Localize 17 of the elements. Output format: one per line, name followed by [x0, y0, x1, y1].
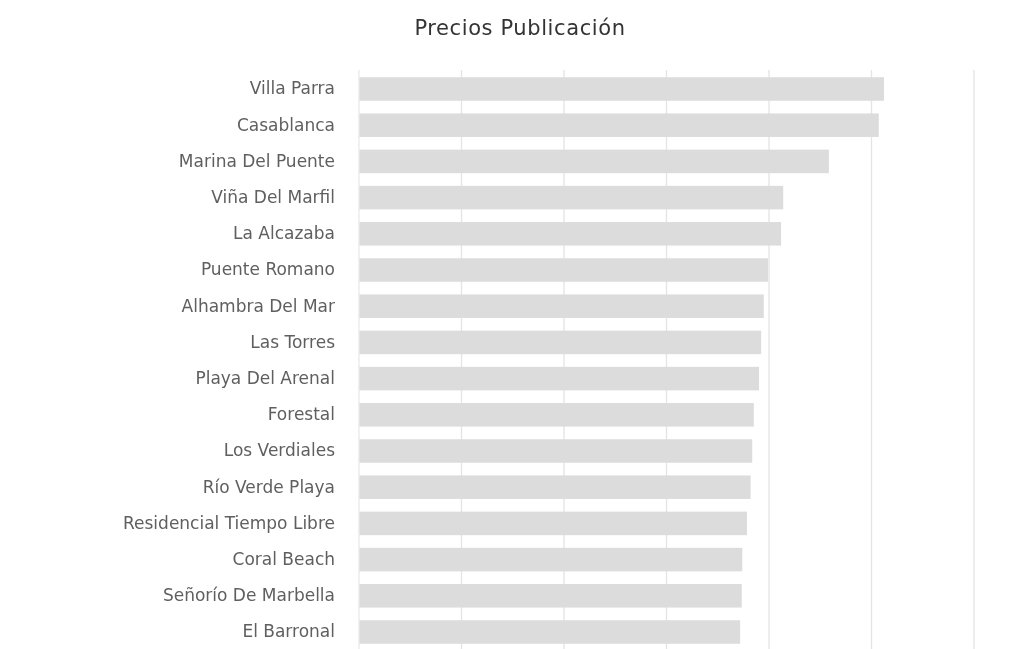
y-tick-label: Casablanca	[236, 114, 335, 135]
y-tick-label: El Barronal	[242, 621, 335, 642]
y-tick-label: Las Torres	[250, 331, 336, 352]
y-tick-label: Coral Beach	[232, 549, 335, 570]
y-tick-label: Alhambra Del Mar	[181, 295, 335, 316]
y-tick-label: Río Verde Playa	[202, 476, 335, 497]
y-tick-label: Los Verdiales	[223, 440, 336, 461]
y-tick-label: Forestal	[267, 404, 335, 425]
y-tick-label: Viña Del Marfil	[211, 187, 335, 208]
y-tick-label: Marina Del Puente	[178, 150, 335, 171]
chart-title: Precios Publicación	[414, 16, 626, 40]
y-tick-label: Playa Del Arenal	[195, 368, 335, 389]
y-tick-label: Puente Romano	[200, 259, 335, 280]
y-tick-label: Residencial Tiempo Libre	[123, 512, 335, 533]
y-tick-label: Señorío De Marbella	[162, 585, 335, 606]
y-tick-label: Villa Parra	[249, 78, 335, 99]
y-tick-label: La Alcazaba	[233, 223, 335, 244]
